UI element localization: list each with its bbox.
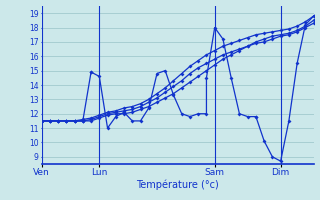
X-axis label: Température (°c): Température (°c)	[136, 180, 219, 190]
